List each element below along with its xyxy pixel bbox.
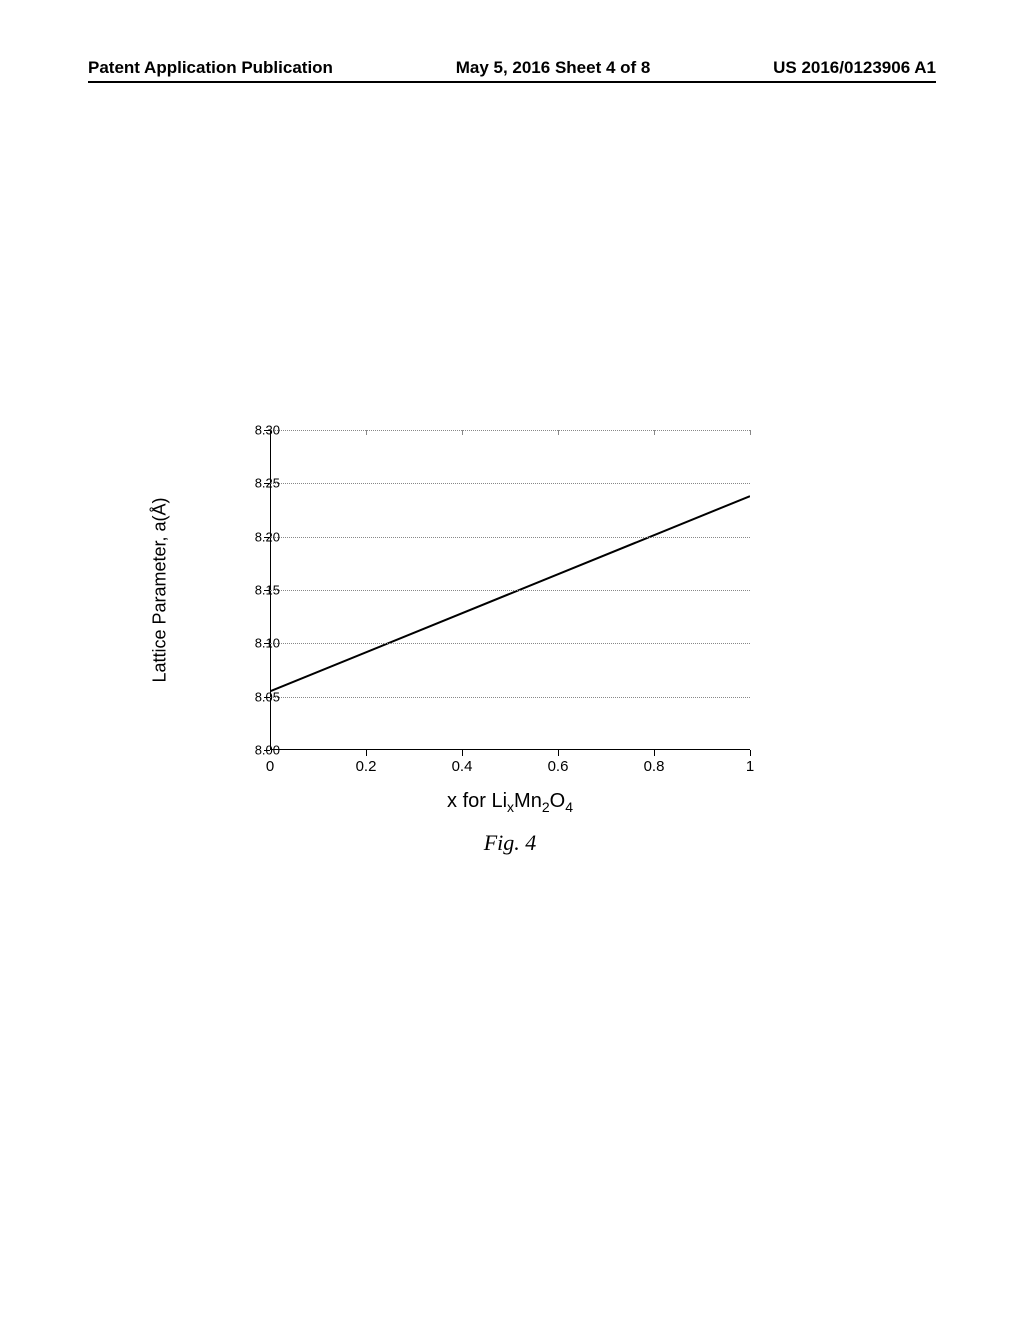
x-tick-top bbox=[558, 430, 559, 435]
y-tick-label: 8.00 bbox=[230, 743, 280, 758]
plot-area bbox=[270, 430, 750, 750]
y-tick-label: 8.10 bbox=[230, 636, 280, 651]
y-tick-label: 8.30 bbox=[230, 423, 280, 438]
header-right: US 2016/0123906 A1 bbox=[773, 58, 936, 78]
gridline-h bbox=[270, 537, 750, 538]
x-axis-label: x for LixMn2O4 bbox=[447, 790, 573, 815]
gridline-h bbox=[270, 483, 750, 484]
x-tick-label: 0.8 bbox=[644, 758, 665, 775]
gridline-h bbox=[270, 697, 750, 698]
x-tick-label: 0 bbox=[266, 758, 274, 775]
x-tick-top bbox=[462, 430, 463, 435]
x-tick-top bbox=[366, 430, 367, 435]
y-axis-label: Lattice Parameter, a(Å) bbox=[150, 497, 171, 682]
gridline-h bbox=[270, 590, 750, 591]
x-tick-label: 0.4 bbox=[452, 758, 473, 775]
x-tick bbox=[462, 750, 463, 756]
x-tick-label: 1 bbox=[746, 758, 754, 775]
x-tick-top bbox=[750, 430, 751, 435]
x-tick bbox=[558, 750, 559, 756]
y-tick-label: 8.20 bbox=[230, 529, 280, 544]
x-tick bbox=[366, 750, 367, 756]
gridline-h bbox=[270, 643, 750, 644]
y-tick-label: 8.05 bbox=[230, 689, 280, 704]
figure-label: Fig. 4 bbox=[484, 830, 537, 856]
y-tick-label: 8.25 bbox=[230, 476, 280, 491]
y-tick-label: 8.15 bbox=[230, 583, 280, 598]
x-tick-label: 0.6 bbox=[548, 758, 569, 775]
header-left: Patent Application Publication bbox=[88, 58, 333, 78]
chart-container: Lattice Parameter, a(Å) x for LixMn2O4 F… bbox=[170, 430, 770, 850]
x-tick bbox=[654, 750, 655, 756]
header-center: May 5, 2016 Sheet 4 of 8 bbox=[456, 58, 651, 78]
gridline-h bbox=[270, 430, 750, 431]
x-tick-label: 0.2 bbox=[356, 758, 377, 775]
x-tick-top bbox=[654, 430, 655, 435]
page-header: Patent Application Publication May 5, 20… bbox=[0, 58, 1024, 83]
x-tick bbox=[750, 750, 751, 756]
